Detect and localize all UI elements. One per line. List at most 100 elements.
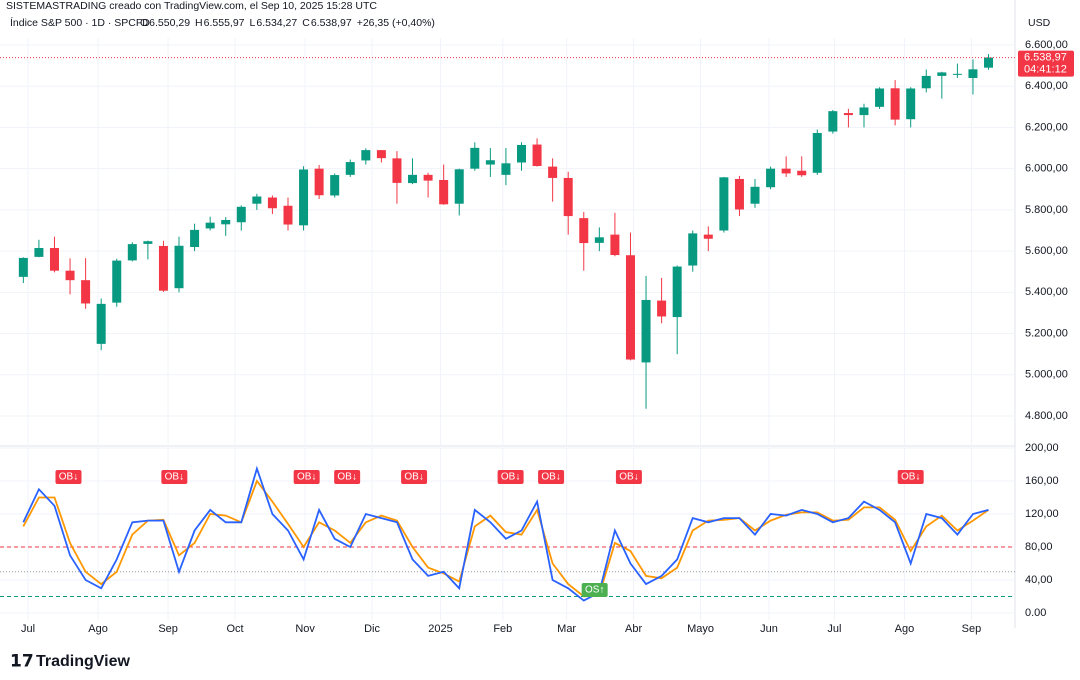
oscillator-line <box>22 479 990 598</box>
candle-body <box>875 88 885 107</box>
currency: USD <box>1028 17 1051 29</box>
signal-label: OB↓ <box>541 472 560 483</box>
quote-value: 6.534,27 <box>256 17 297 29</box>
y-tick-label: 6.600,00 <box>1025 39 1068 51</box>
y-tick-label: 6.200,00 <box>1025 121 1068 133</box>
candle-body <box>937 72 947 76</box>
symbol: Índice S&P 500 · 1D · SPCFD <box>10 16 150 29</box>
oscillator-line <box>22 465 989 602</box>
candle-body <box>952 73 962 75</box>
x-tick-label: Mayo <box>687 623 714 635</box>
candle-body <box>267 197 277 209</box>
candle-body <box>657 300 667 317</box>
y-tick-label: 40,00 <box>1025 574 1053 586</box>
x-tick-label: Sep <box>962 623 982 635</box>
candle-body <box>299 169 309 226</box>
x-tick-label: Jul <box>827 623 841 635</box>
candle-body <box>283 205 293 225</box>
candle-body <box>112 260 122 303</box>
y-tick-label: 6.400,00 <box>1025 80 1068 92</box>
candle-body <box>454 169 464 204</box>
signal-badge <box>538 470 565 484</box>
candle-body <box>890 88 900 120</box>
signal-badge <box>161 470 188 484</box>
x-tick-label: Oct <box>226 623 243 635</box>
candle-body <box>439 180 449 205</box>
candle-body <box>205 222 215 229</box>
quote-value: 6.555,97 <box>204 17 245 29</box>
candle-body <box>812 133 822 173</box>
candle-body <box>34 248 44 257</box>
quote-value: 6.538,97 <box>311 17 352 29</box>
y-tick-label: 5.400,00 <box>1025 286 1068 298</box>
candle-body <box>719 177 729 231</box>
quote-label: C <box>302 17 310 29</box>
signal-badge <box>897 470 924 484</box>
candle-body <box>734 178 744 210</box>
candle-body <box>314 168 324 196</box>
candle-body <box>781 168 791 174</box>
candle-body <box>392 158 402 183</box>
x-tick-label: Jul <box>21 623 35 635</box>
x-tick-label: Ago <box>895 623 915 635</box>
signal-label: OB↓ <box>165 472 184 483</box>
candle-body <box>843 113 853 116</box>
candle-body <box>127 244 137 261</box>
candle-body <box>641 299 651 363</box>
candle-body <box>906 88 916 120</box>
candle-body <box>828 111 838 132</box>
logo: 𝟭𝟳 TradingView <box>10 651 131 670</box>
logo-mark: 𝟭𝟳 <box>10 651 34 670</box>
candle-body <box>143 241 153 244</box>
candle-body <box>797 170 807 176</box>
candle-body <box>688 233 698 266</box>
candle-body <box>625 255 635 360</box>
candle-body <box>921 75 931 89</box>
y-tick-label: 5.200,00 <box>1025 327 1068 339</box>
signal-label: OB↓ <box>404 472 423 483</box>
candle-body <box>750 186 760 204</box>
signal-badge <box>581 583 608 597</box>
candle-body <box>330 175 340 196</box>
signal-label: OB↓ <box>337 472 356 483</box>
x-tick-label: 2025 <box>428 623 452 635</box>
candle-body <box>703 234 713 239</box>
quote-label: O <box>140 17 148 29</box>
candle-body <box>49 248 59 271</box>
y-tick-label: 200,00 <box>1025 442 1059 454</box>
candle-body <box>501 163 511 175</box>
candle-body <box>236 206 246 223</box>
signal-label: OB↓ <box>59 472 78 483</box>
candle-body <box>361 150 371 161</box>
candle-body <box>423 174 433 181</box>
candle-body <box>190 229 200 247</box>
candle-body <box>81 280 91 304</box>
y-tick-label: 5.800,00 <box>1025 204 1068 216</box>
candle-body <box>548 166 558 178</box>
y-tick-label: 5.000,00 <box>1025 369 1068 381</box>
candle-body <box>174 245 184 289</box>
price-tag-value: 6.538,97 <box>1024 51 1067 63</box>
candle-body <box>672 266 682 318</box>
candle-body <box>65 270 75 281</box>
quote-label: H <box>195 17 203 29</box>
quote-value: 6.550,29 <box>149 17 190 29</box>
candle-body <box>579 218 589 244</box>
signal-badge <box>401 470 428 484</box>
candle-body <box>968 69 978 78</box>
candle-body <box>859 107 869 116</box>
candle-body <box>532 144 542 166</box>
x-tick-label: Abr <box>625 623 642 635</box>
x-tick-label: Mar <box>557 623 576 635</box>
logo-text: TradingView <box>36 653 131 670</box>
price-tag-countdown: 04:41:12 <box>1024 63 1067 75</box>
signal-badge <box>293 470 320 484</box>
x-tick-label: Dic <box>364 623 380 635</box>
x-tick-label: Ago <box>88 623 108 635</box>
candle-body <box>766 168 776 188</box>
candle-body <box>984 57 994 68</box>
candle-body <box>158 245 168 291</box>
signal-label: OB↓ <box>297 472 316 483</box>
